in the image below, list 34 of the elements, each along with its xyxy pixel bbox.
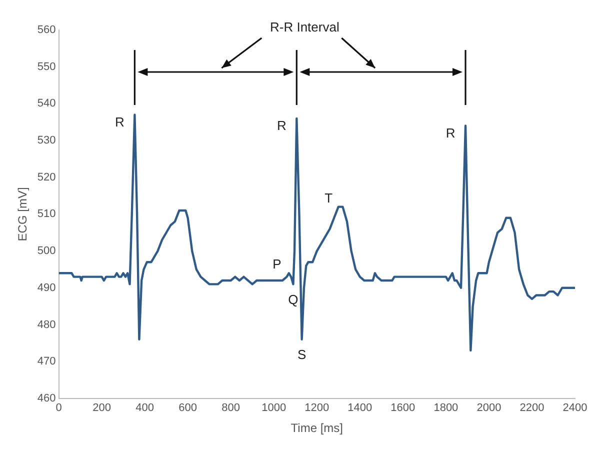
x-tick-label: 1600 <box>390 402 416 414</box>
x-tick-label: 2200 <box>520 402 544 414</box>
y-tick-label: 520 <box>37 171 56 184</box>
y-tick-label: 470 <box>37 356 56 368</box>
x-tick-label: 200 <box>92 402 111 414</box>
x-tick-label: 400 <box>136 402 154 414</box>
y-tick-label: 480 <box>37 318 56 331</box>
annotation: R <box>276 118 286 133</box>
y-tick-label: 540 <box>37 98 56 110</box>
y-tick-label: 460 <box>37 392 56 404</box>
x-tick-label: 1400 <box>348 402 372 414</box>
annotation: R <box>114 114 124 130</box>
x-tick-label: 0 <box>56 402 62 414</box>
y-axis-title: ECG [mV] <box>16 187 30 242</box>
x-tick-label: 1000 <box>262 402 286 414</box>
x-axis-title: Time [ms] <box>290 421 343 436</box>
x-tick-label: 2400 <box>562 402 588 414</box>
y-tick-label: 490 <box>37 282 56 294</box>
annotation: R-R Interval <box>270 20 340 35</box>
y-tick-label: 510 <box>37 208 56 220</box>
annotation: R <box>446 125 456 140</box>
annotation: T <box>324 190 333 206</box>
annotation: S <box>297 347 306 362</box>
annotation: Q <box>288 292 298 307</box>
y-tick-label: 500 <box>37 245 56 258</box>
y-tick-label: 550 <box>37 60 56 73</box>
y-tick-label: 560 <box>37 24 56 36</box>
x-tick-label: 2000 <box>476 402 502 414</box>
x-tick-label: 800 <box>222 402 240 414</box>
annotation: P <box>272 256 282 272</box>
x-tick-label: 600 <box>178 402 197 414</box>
y-tick-label: 530 <box>37 134 56 147</box>
x-tick-label: 1800 <box>434 402 458 414</box>
x-tick-label: 1200 <box>304 402 330 414</box>
